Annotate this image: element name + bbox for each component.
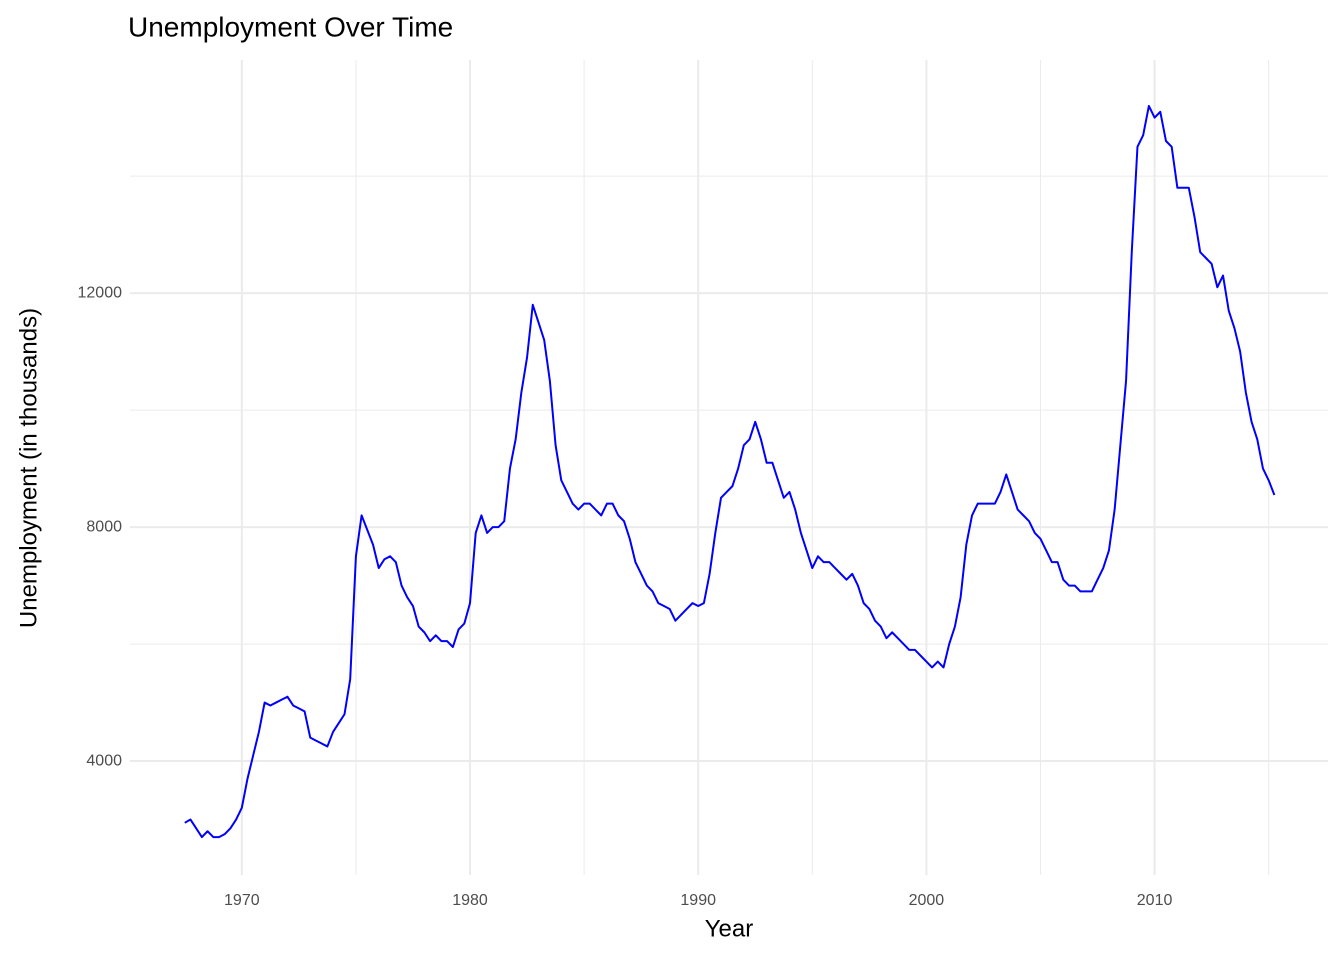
x-tick-label: 2000 [909,892,945,909]
chart-title: Unemployment Over Time [128,11,453,42]
grid: 4000 8000 12000 1970 1980 1990 2000 2010 [78,60,1328,909]
x-tick-label: 1990 [680,892,716,909]
y-axis-title: Unemployment (in thousands) [15,308,42,628]
x-tick-label: 2010 [1137,892,1173,909]
y-tick-label: 8000 [86,518,122,535]
y-tick-label: 4000 [86,752,122,769]
data-line [184,104,1276,839]
x-tick-label: 1970 [224,892,260,909]
x-axis-title: Year [705,915,754,942]
plot [184,104,1276,839]
x-tick-label: 1980 [452,892,488,909]
y-tick-label: 12000 [78,284,123,301]
